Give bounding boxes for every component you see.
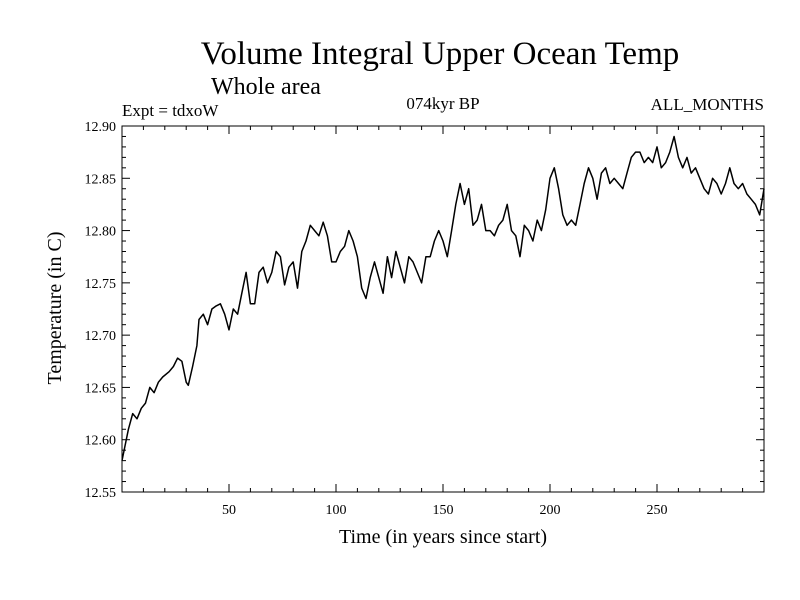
x-axis-title: Time (in years since start) — [339, 526, 547, 548]
y-axis-tick-labels: 12.55 12.60 12.65 12.70 12.75 12.80 12.85 12.90 — [85, 120, 117, 501]
period-label: 074kyr BP — [406, 94, 479, 113]
months-label: ALL_MONTHS — [651, 95, 764, 114]
experiment-label: Expt = tdxoW — [122, 101, 219, 120]
y-tick-label: 12.70 — [85, 329, 117, 344]
x-tick-label: 250 — [647, 503, 668, 518]
y-tick-label: 12.80 — [85, 225, 117, 240]
y-axis-ticks — [122, 135, 764, 483]
x-tick-label: 200 — [540, 503, 561, 518]
x-tick-label: 100 — [326, 503, 347, 518]
y-tick-label: 12.75 — [85, 277, 117, 292]
y-tick-label: 12.90 — [85, 120, 117, 135]
chart-title: Volume Integral Upper Ocean Temp — [201, 36, 679, 72]
y-tick-label: 12.55 — [85, 486, 117, 501]
y-tick-label: 12.65 — [85, 381, 117, 396]
x-axis-ticks — [142, 126, 744, 492]
x-tick-label: 150 — [433, 503, 454, 518]
temperature-series-line — [121, 135, 765, 461]
y-axis-title: Temperature (in C) — [44, 232, 66, 385]
x-tick-label: 50 — [222, 503, 236, 518]
y-tick-label: 12.60 — [85, 434, 117, 449]
chart-subtitle: Whole area — [211, 74, 321, 100]
y-tick-label: 12.85 — [85, 172, 117, 187]
x-axis-tick-labels: 50 100 150 200 250 — [222, 503, 668, 518]
plot-frame — [121, 125, 765, 493]
